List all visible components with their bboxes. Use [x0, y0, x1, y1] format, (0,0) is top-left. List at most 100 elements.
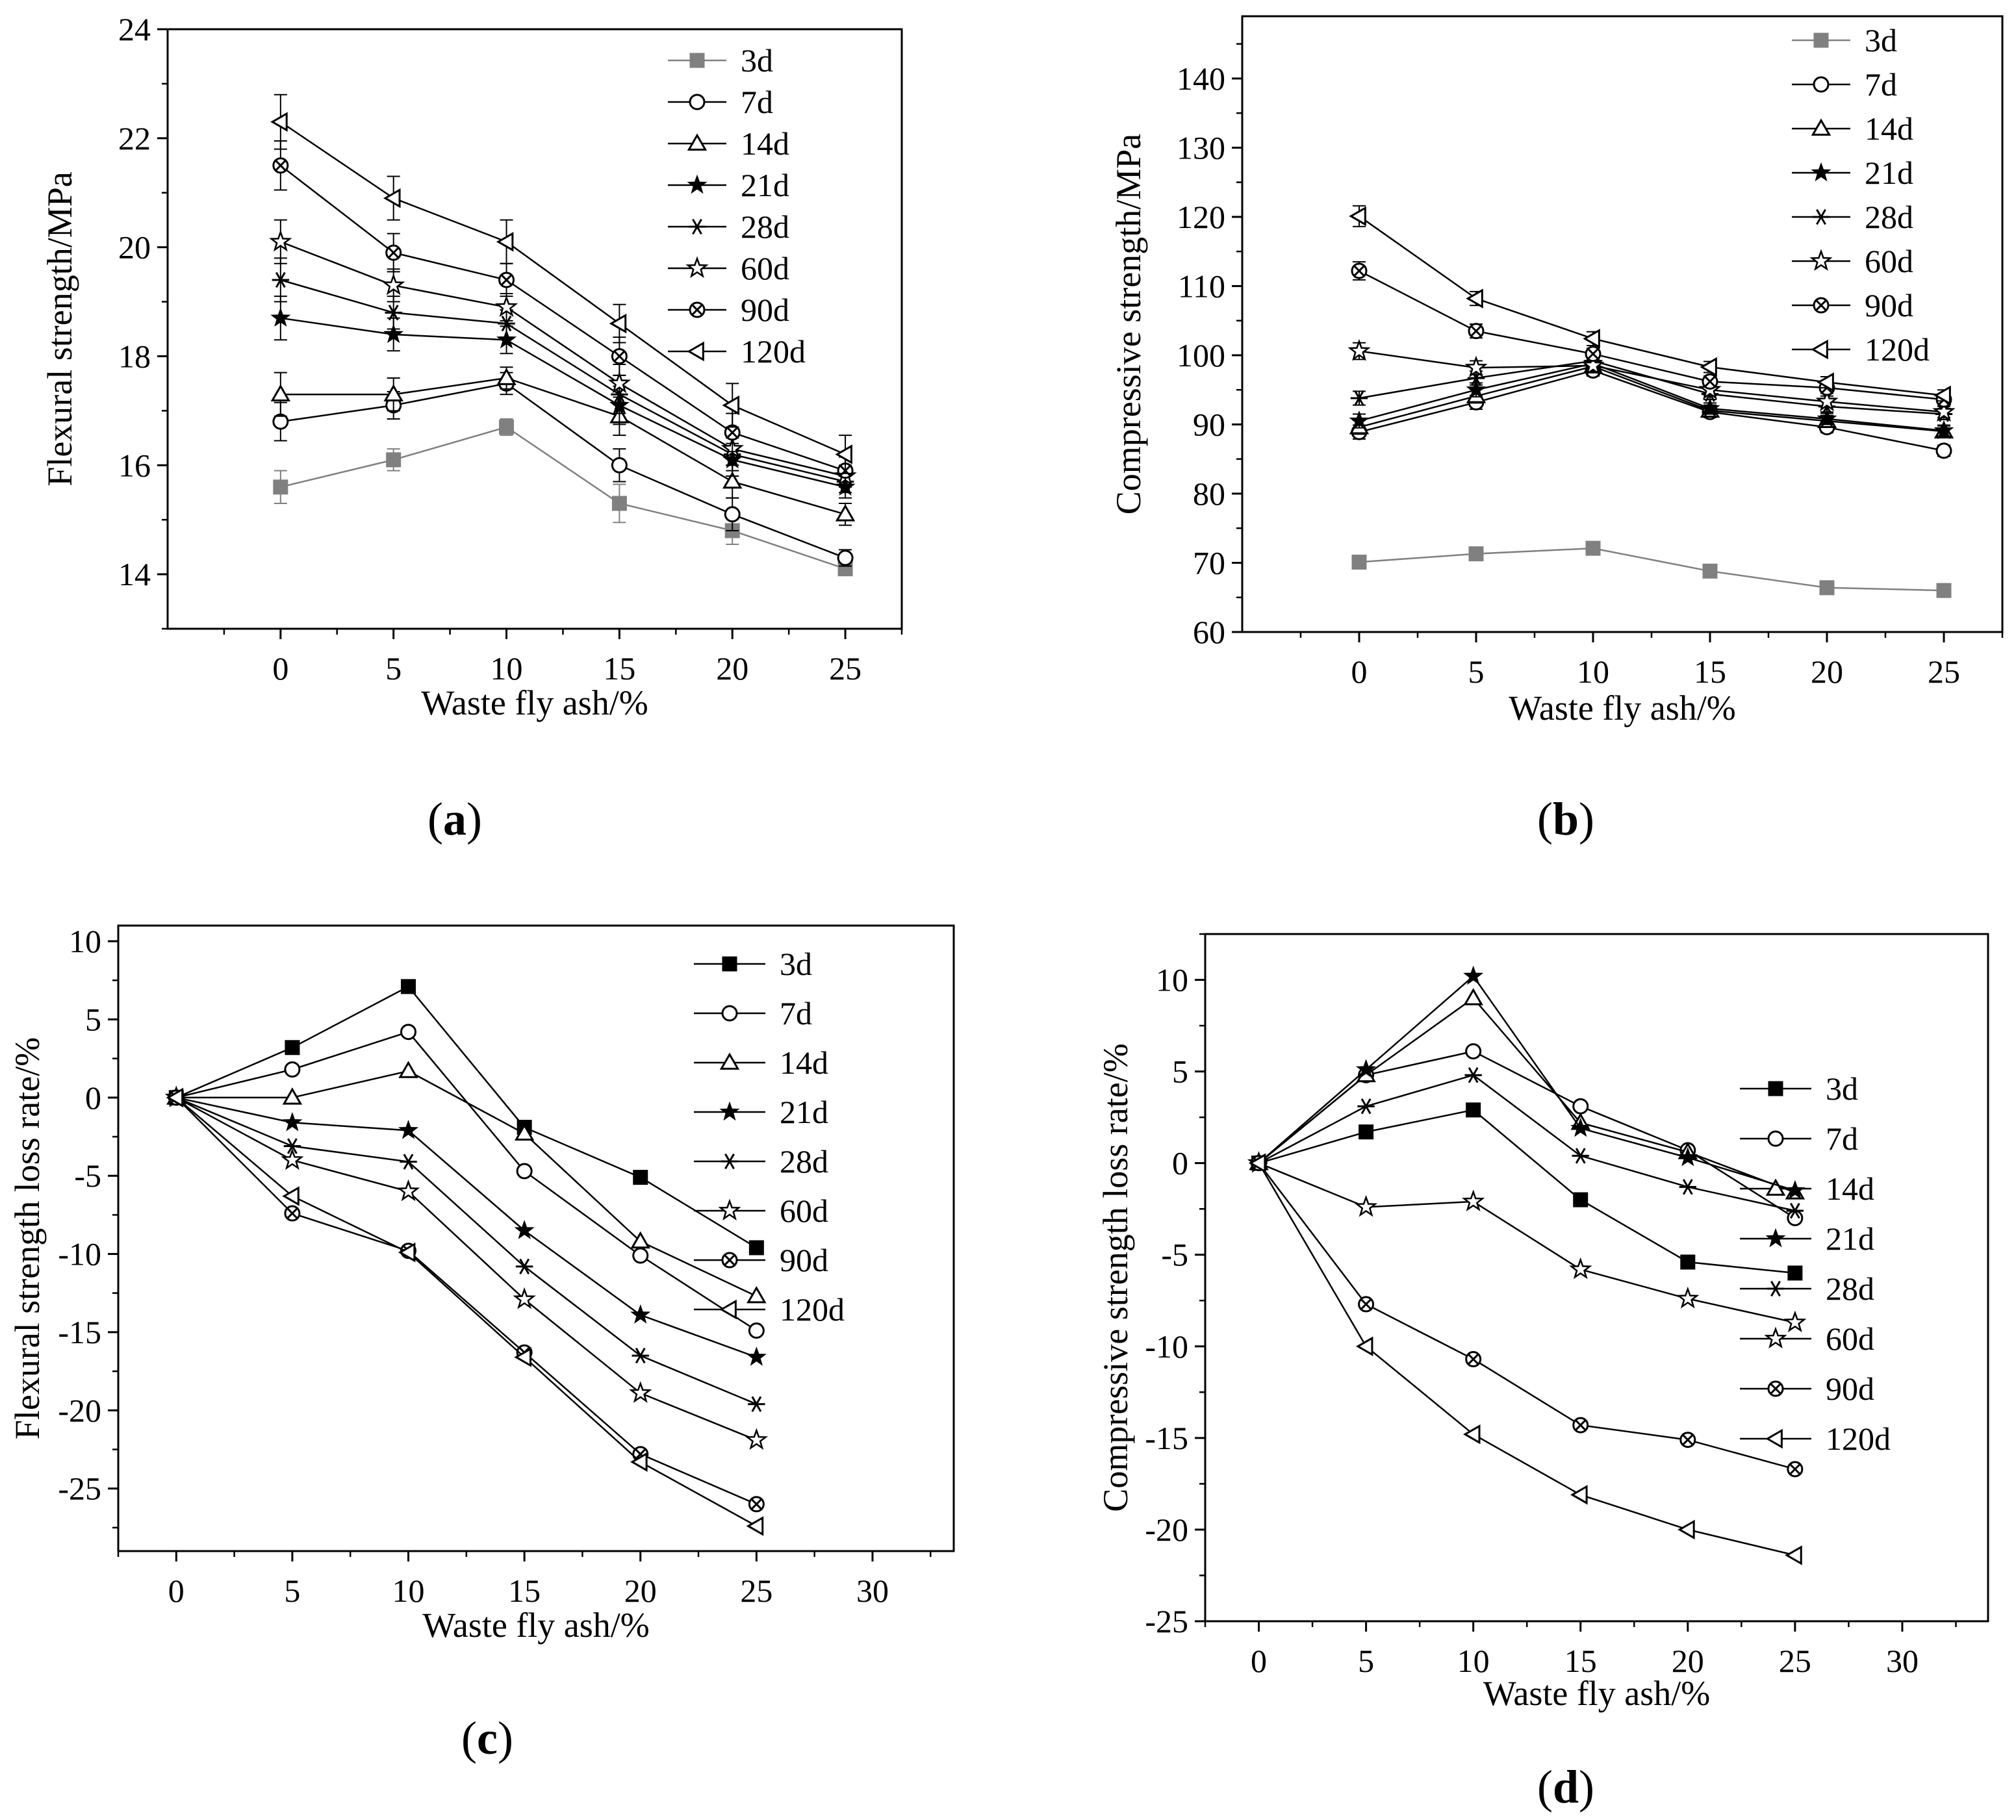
data-point [400, 1154, 417, 1170]
chart-a-flexural-strength: 0 5 10 15 20 25 14 16 18 20 22 24 Waste fly ash/% Fle… [40, 11, 903, 722]
legend-item-14d: 14d [1740, 1170, 1874, 1207]
series-120d [1248, 1153, 1802, 1565]
data-point [630, 1231, 650, 1249]
legend-item-90d: 90d [694, 1242, 828, 1278]
legend-label: 120d [1826, 1421, 1891, 1457]
legend-marker [719, 1052, 740, 1070]
y-tick-label: -15 [1145, 1420, 1188, 1456]
data-point [1787, 1461, 1804, 1478]
plot-frame [1204, 933, 1989, 1623]
data-point [1468, 546, 1484, 562]
data-point [1349, 206, 1366, 227]
data-point [748, 1396, 765, 1412]
data-point [1461, 1189, 1485, 1211]
data-point [746, 1516, 764, 1536]
data-point [270, 112, 288, 132]
data-point [1700, 357, 1717, 377]
x-tick-label: 15 [1564, 1643, 1597, 1679]
legend-marker [1764, 1326, 1787, 1348]
legend-marker [718, 1198, 741, 1221]
series-line [1359, 270, 1945, 401]
data-point [748, 1322, 765, 1339]
y-tick-label: 14 [118, 556, 151, 592]
legend-item-21d: 21d [1740, 1220, 1874, 1257]
legend-label: 28d [1826, 1270, 1874, 1307]
data-point [1468, 323, 1485, 340]
legend-marker [1811, 118, 1831, 136]
data-point [1819, 580, 1835, 596]
data-point [1248, 1153, 1266, 1173]
data-point [1786, 1202, 1804, 1219]
data-point [382, 273, 405, 296]
data-point [284, 1205, 301, 1222]
legend-label: 21d [1826, 1220, 1874, 1257]
data-point [1359, 1124, 1374, 1140]
data-point [1356, 1059, 1377, 1079]
data-point [398, 1120, 419, 1139]
data-point [1463, 965, 1484, 985]
data-point [400, 1024, 417, 1041]
legend-label: 28d [1865, 199, 1913, 235]
legend-label: 7d [1865, 66, 1897, 103]
data-point [385, 244, 402, 261]
data-point [632, 1347, 649, 1364]
legend-item-7d: 7d [668, 84, 773, 120]
data-point [629, 1381, 652, 1403]
legend-item-60d: 60d [694, 1193, 828, 1229]
x-tick-label: 10 [491, 650, 523, 687]
chart-b-compressive-strength: 0 5 10 15 20 25 60 70 80 90 100 110 120 130 140 Waste f… [1109, 15, 2004, 727]
data-point [1349, 410, 1370, 430]
data-point [1676, 1286, 1700, 1309]
series-line [280, 164, 846, 472]
legend-label: 14d [741, 125, 789, 162]
series-3d [273, 418, 853, 577]
series-line [1359, 362, 1945, 432]
data-point [514, 1220, 535, 1239]
y-tick-label: -10 [58, 1236, 101, 1272]
y-tick-label: 22 [118, 120, 151, 157]
y-tick-label: 140 [1177, 60, 1225, 97]
data-point [514, 1347, 531, 1367]
panel-label-b: (b) [1537, 793, 1594, 845]
legend-marker [1765, 1228, 1786, 1248]
y-tick-label: 80 [1193, 475, 1225, 512]
data-point [1933, 385, 1951, 405]
legend-item-3d: 3d [694, 946, 812, 982]
legend-label: 60d [1826, 1321, 1874, 1357]
series-line [280, 241, 846, 477]
legend-label: 60d [780, 1193, 828, 1229]
x-tick-label: 25 [1928, 653, 1960, 690]
data-point [837, 550, 854, 566]
legend-item-7d: 7d [694, 995, 812, 1031]
y-axis-title: Flexural strength loss rate/% [8, 1037, 47, 1439]
legend-item-120d: 120d [694, 1291, 845, 1328]
data-point [1679, 1179, 1697, 1195]
x-tick-label: 10 [1457, 1643, 1490, 1679]
data-point [398, 1242, 416, 1263]
legend-marker [1811, 162, 1831, 182]
legend-label: 14d [780, 1044, 828, 1081]
data-point [272, 272, 290, 288]
x-tick-label: 20 [624, 1573, 657, 1609]
legend-item-21d: 21d [694, 1094, 828, 1130]
data-point [514, 1123, 535, 1141]
series-line [1359, 215, 1945, 396]
y-axis-title: Compressive strength/MPa [1109, 134, 1148, 514]
legend-label: 90d [1865, 287, 1913, 323]
data-point [269, 229, 292, 252]
y-tick-label: -5 [1161, 1237, 1188, 1273]
series-line [175, 1096, 757, 1405]
data-point [1466, 1102, 1481, 1118]
y-tick-label: 60 [1193, 614, 1225, 650]
series-line [175, 1096, 758, 1527]
legend-marker [1809, 249, 1833, 271]
y-tick-label: -20 [58, 1392, 101, 1428]
legend-marker [689, 53, 705, 68]
data-point [1936, 583, 1952, 598]
legend-label: 3d [741, 42, 773, 79]
legend-item-120d: 120d [668, 333, 806, 370]
legend-label: 7d [1826, 1120, 1858, 1157]
data-point [1355, 1336, 1373, 1357]
legend-marker [685, 256, 709, 278]
x-tick-label: 0 [272, 650, 288, 687]
